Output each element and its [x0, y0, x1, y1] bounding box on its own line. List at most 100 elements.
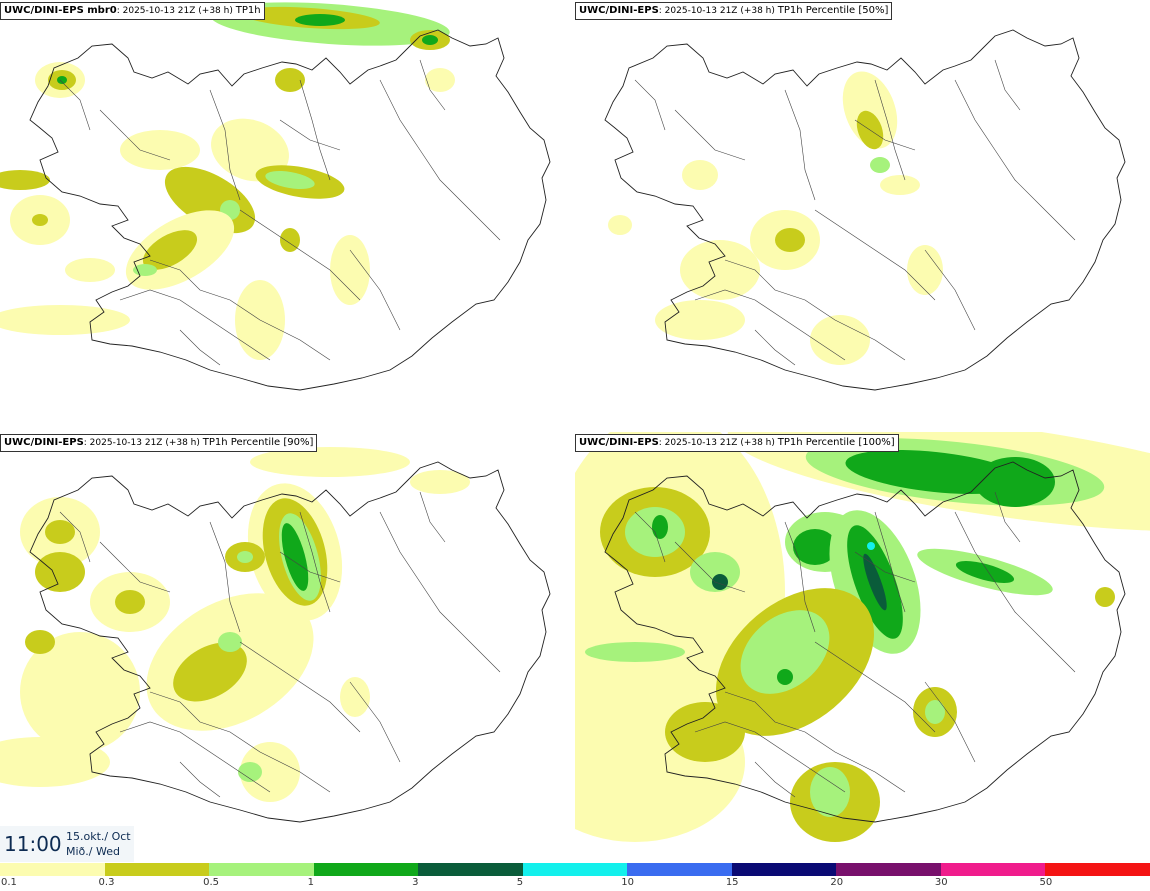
- precip-area: [57, 76, 67, 84]
- legend-swatch: [627, 863, 733, 876]
- precip-map: [0, 447, 551, 823]
- road-line: [299, 511, 331, 613]
- precip-area: [863, 553, 887, 611]
- legend-swatch: [313, 863, 419, 876]
- precip-area: [280, 228, 300, 252]
- precip-area: [410, 470, 470, 494]
- precip-area: [810, 315, 870, 365]
- road-line: [854, 119, 916, 151]
- precip-area: [712, 574, 728, 590]
- legend-swatch: [522, 863, 628, 876]
- color-scale-legend: 0.1 0.3 0.5 1 3 5 10 15 20 30 50: [0, 862, 1150, 891]
- precip-area: [265, 171, 315, 189]
- precip-area: [682, 160, 718, 190]
- legend-swatch: [209, 863, 315, 876]
- precip-area: [330, 235, 370, 305]
- precip-area: [425, 68, 455, 92]
- precip-area: [680, 240, 760, 300]
- precip-map: [575, 432, 1150, 842]
- legend-tick-label: 10: [621, 877, 634, 888]
- precip-area: [0, 737, 110, 787]
- valid-weekday: Mið./ Wed: [66, 845, 120, 858]
- road-line: [994, 59, 1021, 111]
- road-line: [349, 681, 401, 763]
- road-line: [209, 521, 241, 633]
- road-line: [419, 491, 446, 543]
- precip-map: [604, 29, 1126, 391]
- precip-area: [120, 130, 200, 170]
- precip-area: [237, 551, 253, 563]
- road-line: [994, 491, 1021, 543]
- precip-area: [665, 702, 745, 762]
- road-line: [754, 329, 796, 366]
- valid-date: 15.okt./ Oct: [66, 830, 131, 843]
- map-panel-p90: UWC/DINI-EPS: 2025-10-13 21Z (+38 h) TP1…: [0, 432, 575, 864]
- precip-area: [810, 767, 850, 817]
- road-line: [119, 289, 271, 361]
- road-line: [674, 109, 746, 161]
- precip-area: [20, 632, 140, 752]
- road-line: [724, 259, 906, 361]
- road-line: [349, 249, 401, 331]
- map-panel-mbr0: UWC/DINI-EPS mbr0: 2025-10-13 21Z (+38 h…: [0, 0, 575, 432]
- legend-tick-label: 3: [412, 877, 419, 888]
- coastline: [604, 29, 1126, 391]
- map-panel-p50: UWC/DINI-EPS: 2025-10-13 21Z (+38 h) TP1…: [575, 0, 1150, 432]
- precip-area: [775, 228, 805, 252]
- precip-area: [608, 215, 632, 235]
- precip-area: [793, 529, 837, 565]
- precip-map: [0, 2, 551, 391]
- road-line: [924, 249, 976, 331]
- road-line: [379, 511, 501, 673]
- precip-area: [281, 523, 309, 591]
- road-line: [634, 511, 666, 563]
- precip-area: [880, 175, 920, 195]
- road-line: [814, 641, 936, 733]
- road-line: [209, 89, 241, 201]
- road-line: [754, 761, 796, 798]
- valid-time: 11:00: [4, 832, 62, 856]
- precip-area: [777, 669, 793, 685]
- panel-title: UWC/DINI-EPS: 2025-10-13 21Z (+38 h) TP1…: [0, 434, 318, 452]
- precip-area: [975, 457, 1055, 507]
- precip-area: [0, 170, 50, 190]
- precip-area: [295, 14, 345, 26]
- precip-area: [907, 245, 943, 295]
- legend-tick-label: 15: [725, 877, 739, 888]
- road-line: [59, 511, 91, 563]
- legend-swatch: [418, 863, 524, 876]
- legend-tick-label: 1: [307, 877, 314, 888]
- road-line: [924, 681, 976, 763]
- road-line: [874, 511, 906, 613]
- legend-tick-label: 0.3: [98, 877, 115, 888]
- road-line: [674, 541, 746, 593]
- road-line: [279, 551, 341, 583]
- panel-title: UWC/DINI-EPS mbr0: 2025-10-13 21Z (+38 h…: [0, 2, 265, 20]
- precip-area: [652, 515, 668, 539]
- precip-area: [173, 642, 247, 702]
- precip-area: [867, 542, 875, 550]
- road-line: [954, 511, 1076, 673]
- precip-area: [870, 157, 890, 173]
- valid-time-box: 11:00 15.okt./ Oct Mið./ Wed: [0, 826, 134, 862]
- precip-area: [211, 118, 289, 182]
- road-line: [954, 79, 1076, 241]
- legend-tick-label: 0.5: [203, 877, 219, 888]
- precip-area: [35, 552, 85, 592]
- precip-area: [340, 677, 370, 717]
- road-line: [149, 259, 331, 361]
- road-line: [854, 551, 916, 583]
- road-line: [784, 521, 816, 633]
- legend-tick-label: 0.1: [1, 877, 17, 888]
- road-line: [99, 541, 171, 593]
- precip-area: [275, 68, 305, 92]
- panel-title: UWC/DINI-EPS: 2025-10-13 21Z (+38 h) TP1…: [575, 434, 899, 452]
- legend-swatch: [940, 863, 1046, 876]
- road-line: [724, 691, 906, 793]
- precip-area: [115, 590, 145, 614]
- legend-swatch: [104, 863, 210, 876]
- coastline: [604, 461, 1126, 823]
- road-line: [59, 79, 91, 131]
- road-line: [814, 209, 936, 301]
- coastline: [29, 461, 551, 823]
